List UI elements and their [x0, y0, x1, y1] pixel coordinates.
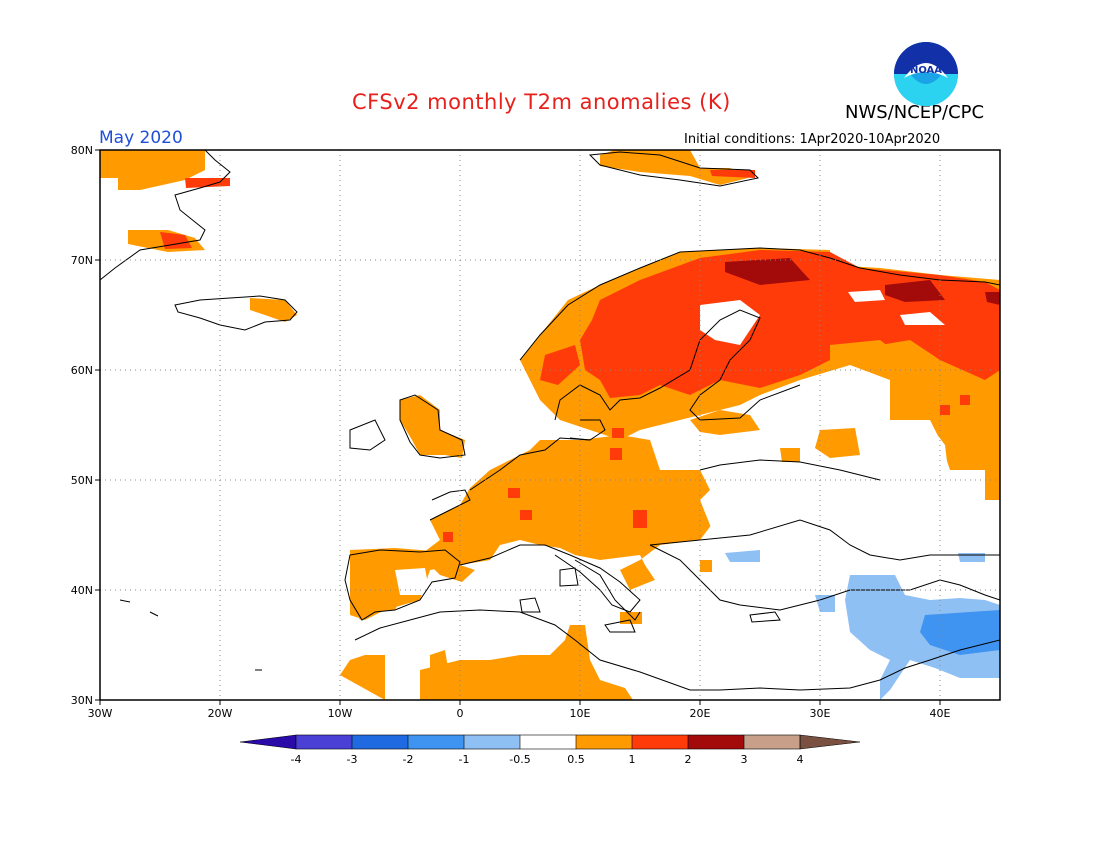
svalbard-anomaly: [600, 150, 748, 185]
legend-label-2: 2: [685, 753, 692, 766]
legend-label-1: 1: [629, 753, 636, 766]
graticule: [100, 150, 1000, 700]
western-europe-anomaly: [400, 395, 465, 458]
greenland-anomaly: [100, 150, 205, 190]
iceland-anomaly: [250, 298, 297, 322]
legend-label-m05: -0.5: [509, 753, 530, 766]
legend-label-m1: -1: [459, 753, 470, 766]
lat-label-60n: 60N: [71, 364, 93, 377]
noaa-logo-text: NOAA: [910, 65, 942, 76]
initial-conditions-label: Initial conditions: 1Apr2020-10Apr2020: [684, 132, 941, 147]
legend-swatch-05-1: [576, 735, 632, 749]
north-africa-anomaly: [340, 655, 385, 700]
lon-label-10w: 10W: [328, 707, 353, 720]
legend-label-m4: -4: [291, 753, 302, 766]
map-frame: [99, 149, 1001, 701]
lat-label-70n: 70N: [71, 254, 93, 267]
legend-swatch-m3-m2: [352, 735, 408, 749]
legend-swatch-m4-m3: [296, 735, 352, 749]
lon-label-20e: 20E: [690, 707, 711, 720]
legend-label-3: 3: [741, 753, 748, 766]
lon-label-20w: 20W: [208, 707, 233, 720]
lon-label-0: 0: [457, 707, 464, 720]
legend-label-05: 0.5: [567, 753, 585, 766]
legend-swatch-m1-m05: [464, 735, 520, 749]
lon-label-10e: 10E: [570, 707, 591, 720]
lat-label-50n: 50N: [71, 474, 93, 487]
legend-label-m2: -2: [403, 753, 414, 766]
legend-swatch-neutral: [520, 735, 576, 749]
lat-label-40n: 40N: [71, 584, 93, 597]
agency-label: NWS/NCEP/CPC: [845, 102, 985, 123]
lon-labels: 30W 20W 10W 0 10E 20E 30E 40E: [88, 707, 951, 720]
map-title: CFSv2 monthly T2m anomalies (K): [352, 90, 731, 114]
lat-labels: 30N 40N 50N 60N 70N 80N: [71, 144, 93, 707]
legend-swatch-1-2: [632, 735, 688, 749]
turkey-cool-anomaly: [845, 575, 1000, 700]
legend-label-m3: -3: [347, 753, 358, 766]
lon-label-30w: 30W: [88, 707, 113, 720]
legend-label-4: 4: [797, 753, 804, 766]
kola-darkred-anomaly: [725, 258, 810, 285]
lon-label-40e: 40E: [930, 707, 951, 720]
legend-swatch-2-3: [688, 735, 744, 749]
legend-swatch-m2-m1: [408, 735, 464, 749]
month-label: May 2020: [99, 128, 183, 148]
axis-ticks: [95, 149, 941, 705]
noaa-logo: NOAA: [894, 42, 958, 106]
legend-swatch-lt-4: [239, 734, 297, 750]
lon-label-30e: 30E: [810, 707, 831, 720]
anomaly-fill-layer: [100, 150, 1000, 700]
legend-swatch-3-4: [744, 735, 800, 749]
color-legend: -4 -3 -2 -1 -0.5 0.5 1 2 3 4: [239, 734, 861, 766]
lat-label-80n: 80N: [71, 144, 93, 157]
lat-label-30n: 30N: [71, 694, 93, 707]
legend-swatch-gt-4: [799, 734, 861, 750]
